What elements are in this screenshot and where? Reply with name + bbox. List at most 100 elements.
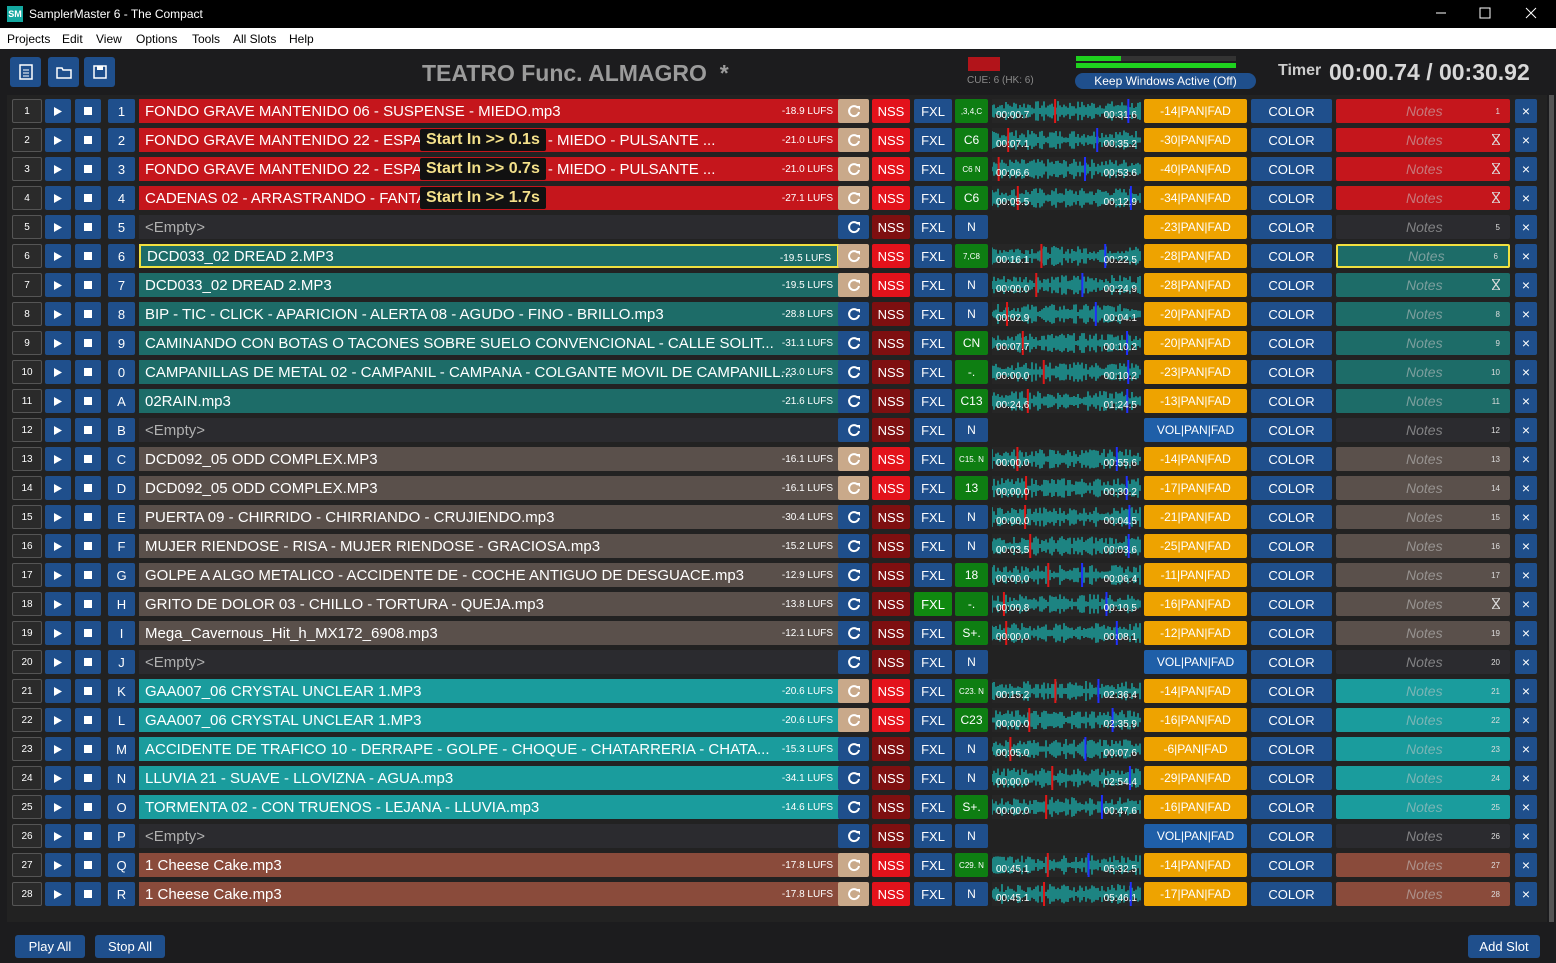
fade-button[interactable]: -14|PAN|FAD [1144,447,1247,471]
color-button[interactable]: COLOR [1251,447,1332,471]
fade-button[interactable]: -14|PAN|FAD [1144,853,1247,877]
fxl-button[interactable]: FXL [914,476,952,500]
reload-button[interactable] [838,621,869,645]
close-button[interactable]: × [1515,215,1537,239]
slot-name[interactable]: <Empty> [139,824,839,848]
notes-field[interactable]: Notes 11 [1336,389,1510,413]
close-button[interactable]: × [1515,824,1537,848]
nss-button[interactable]: NSS [872,563,910,587]
close-button[interactable]: × [1515,882,1537,906]
slot-key[interactable]: B [108,418,135,442]
slot-name[interactable]: <Empty> [139,418,839,442]
fade-button[interactable]: -23|PAN|FAD [1144,360,1247,384]
waveform[interactable]: 00:00.0 00:30.2 [992,476,1141,500]
cue-button[interactable]: N [955,882,988,906]
cue-button[interactable]: 18 [955,563,988,587]
cue-button[interactable]: C23. N [955,679,988,703]
color-button[interactable]: COLOR [1251,592,1332,616]
fxl-button[interactable]: FXL [914,244,952,268]
cue-button[interactable]: 7,C8 [955,244,988,268]
scrollbar[interactable] [1549,95,1554,922]
fxl-button[interactable]: FXL [914,650,952,674]
color-button[interactable]: COLOR [1251,824,1332,848]
cue-button[interactable]: N [955,737,988,761]
fxl-button[interactable]: FXL [914,795,952,819]
color-button[interactable]: COLOR [1251,331,1332,355]
notes-field[interactable]: Notes 12 [1336,418,1510,442]
reload-button[interactable] [838,534,869,558]
waveform[interactable]: 00:02.9 00:04.1 [992,302,1141,326]
fxl-button[interactable]: FXL [914,882,952,906]
menu-item[interactable]: All Slots [233,32,277,46]
slot-number[interactable]: 14 [12,476,42,500]
cue-button[interactable]: N [955,824,988,848]
cue-button[interactable]: C6 [955,128,988,152]
slot-number[interactable]: 7 [12,273,42,297]
slot-name[interactable]: LLUVIA 21 - SUAVE - LLOVIZNA - AGUA.mp3 -… [139,766,839,790]
slot-number[interactable]: 4 [12,186,42,210]
slot-number[interactable]: 22 [12,708,42,732]
cue-button[interactable]: 13 [955,476,988,500]
cue-button[interactable]: C29. N [955,853,988,877]
waveform[interactable]: 00:24.6 01:24.5 [992,389,1141,413]
reload-button[interactable] [838,563,869,587]
slot-number[interactable]: 12 [12,418,42,442]
slot-number[interactable]: 18 [12,592,42,616]
fxl-button[interactable]: FXL [914,157,952,181]
nss-button[interactable]: NSS [872,360,910,384]
cue-button[interactable]: N [955,418,988,442]
stop-button[interactable] [75,824,101,848]
cue-button[interactable]: C6 N [955,157,988,181]
fxl-button[interactable]: FXL [914,824,952,848]
slot-name[interactable]: GOLPE A ALGO METALICO - ACCIDENTE DE - C… [139,563,839,587]
fade-button[interactable]: -30|PAN|FAD [1144,128,1247,152]
slot-number[interactable]: 11 [12,389,42,413]
slot-key[interactable]: R [108,882,135,906]
slot-number[interactable]: 1 [12,99,42,123]
slot-key[interactable]: L [108,708,135,732]
notes-field[interactable]: Notes 28 [1336,882,1510,906]
slot-key[interactable]: 6 [108,244,135,268]
close-button[interactable]: × [1515,737,1537,761]
notes-field[interactable]: Notes 13 [1336,447,1510,471]
play-button[interactable] [45,418,71,442]
play-button[interactable] [45,331,71,355]
play-button[interactable] [45,360,71,384]
reload-button[interactable] [838,824,869,848]
waveform[interactable]: 00:15.2 02:36.4 [992,679,1141,703]
fxl-button[interactable]: FXL [914,360,952,384]
waveform[interactable]: 00:00.0 00:04.5 [992,505,1141,529]
waveform[interactable]: 00:00.0 00:55.6 [992,447,1141,471]
slot-key[interactable]: 5 [108,215,135,239]
waveform[interactable]: 00:00.0 00:47.6 [992,795,1141,819]
stop-button[interactable] [75,650,101,674]
cue-button[interactable]: C13 [955,389,988,413]
menu-item[interactable]: Projects [7,32,51,46]
nss-button[interactable]: NSS [872,244,910,268]
fxl-button[interactable]: FXL [914,389,952,413]
fade-button[interactable]: -14|PAN|FAD [1144,99,1247,123]
slot-number[interactable]: 3 [12,157,42,181]
fade-button[interactable]: -16|PAN|FAD [1144,708,1247,732]
nss-button[interactable]: NSS [872,621,910,645]
reload-button[interactable] [838,215,869,239]
fxl-button[interactable]: FXL [914,708,952,732]
close-button[interactable]: × [1515,418,1537,442]
close-button[interactable]: × [1515,621,1537,645]
slot-name[interactable]: GRITO DE DOLOR 03 - CHILLO - TORTURA - Q… [139,592,839,616]
slot-number[interactable]: 27 [12,853,42,877]
close-button[interactable]: × [1515,708,1537,732]
close-button[interactable]: × [1515,157,1537,181]
fade-button[interactable]: -6|PAN|FAD [1144,737,1247,761]
cue-button[interactable]: N [955,273,988,297]
nss-button[interactable]: NSS [872,186,910,210]
save-button[interactable] [84,57,115,87]
menu-item[interactable]: View [96,32,122,46]
slot-name[interactable]: CAMINANDO CON BOTAS O TACONES SOBRE SUEL… [139,331,839,355]
menu-item[interactable]: Options [136,32,178,46]
play-button[interactable] [45,99,71,123]
slot-name[interactable]: GAA007_06 CRYSTAL UNCLEAR 1.MP3 -20.6 LUF… [139,708,839,732]
slot-key[interactable]: 3 [108,157,135,181]
slot-number[interactable]: 20 [12,650,42,674]
waveform[interactable]: 00:00.7 00:31.6 [992,99,1141,123]
